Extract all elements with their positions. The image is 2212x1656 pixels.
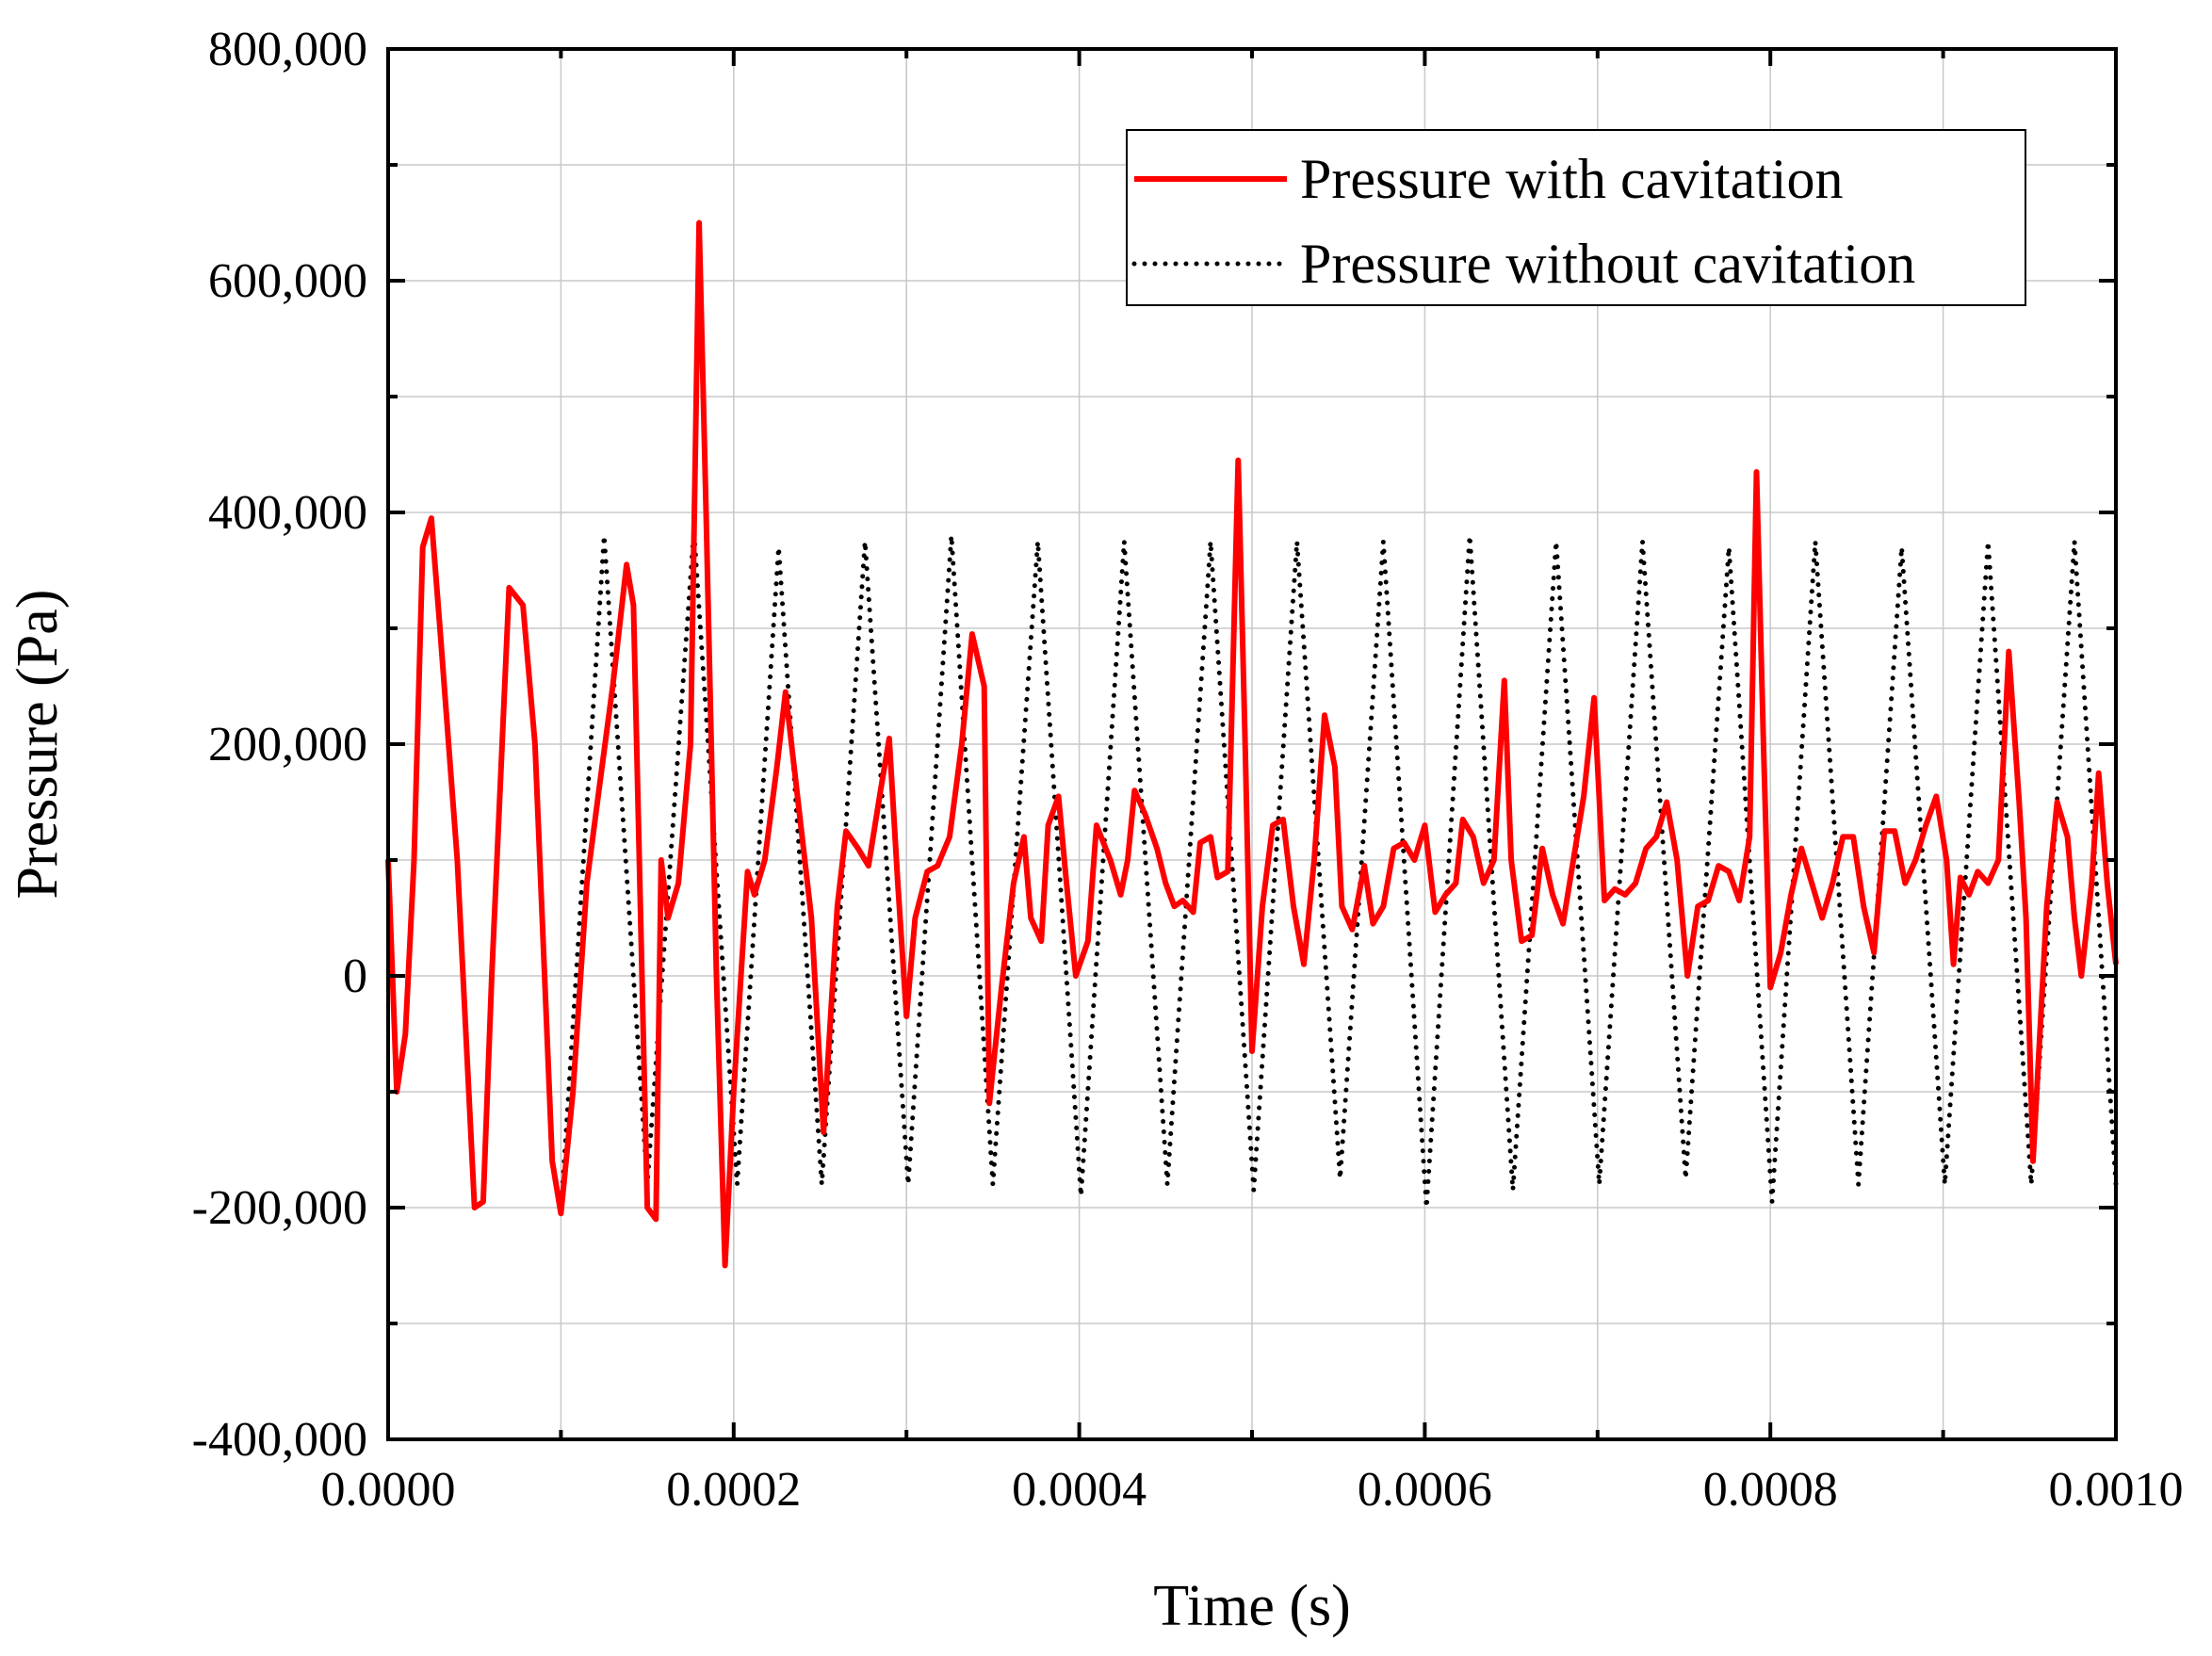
x-tick-label: 0.0004 <box>1012 1463 1147 1517</box>
x-tick-label: 0.0008 <box>1703 1463 1838 1517</box>
y-tick-label: -200,000 <box>192 1181 367 1235</box>
legend-box <box>1126 129 2026 306</box>
x-tick-label: 0.0000 <box>321 1463 456 1517</box>
legend-label-without-cavitation: Pressure without cavitation <box>1300 233 1915 295</box>
legend-label-with-cavitation: Pressure with cavitation <box>1300 148 1844 210</box>
y-axis: -400,000 -200,000 0 200,000 400,000 600,000 80… <box>192 23 2116 1467</box>
y-tick-label: 0 <box>343 950 367 1003</box>
y-axis-title: Pressure (Pa) <box>6 590 70 900</box>
x-axis-title: Time (s) <box>1153 1574 1351 1638</box>
series-layer <box>385 219 2119 1269</box>
y-tick-label: 800,000 <box>208 23 367 76</box>
x-tick-label: 0.0010 <box>2049 1463 2184 1517</box>
y-tick-label: -400,000 <box>192 1413 367 1467</box>
x-tick-label: 0.0002 <box>666 1463 801 1517</box>
y-tick-label: 600,000 <box>208 254 367 308</box>
x-tick-label: 0.0006 <box>1358 1463 1492 1517</box>
legend: Pressure with cavitation Pressure withou… <box>1126 129 2026 306</box>
y-tick-label: 200,000 <box>208 718 367 771</box>
series-line-with-cavitation <box>385 219 2119 1269</box>
y-tick-label: 400,000 <box>208 486 367 540</box>
x-axis: 0.0000 0.0002 0.0004 0.0006 0.0008 0.0010 <box>321 49 2184 1517</box>
